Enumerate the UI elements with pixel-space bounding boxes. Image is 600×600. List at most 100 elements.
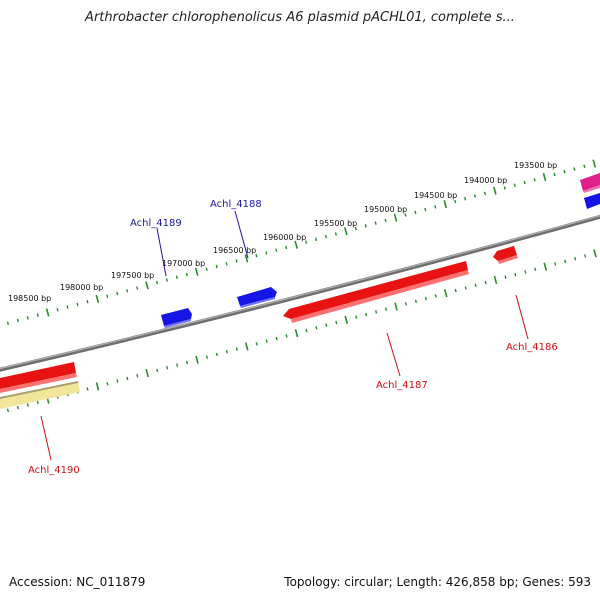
outer-major-tick <box>393 213 398 222</box>
outer-minor-tick <box>364 224 367 228</box>
scale-label-198500: 198500 bp <box>8 294 51 303</box>
gene-achl-4189[interactable] <box>161 308 192 328</box>
label-achl-4190[interactable]: Achl_4190 <box>28 465 80 476</box>
outer-minor-tick <box>454 199 457 204</box>
scale-label-195500: 195500 bp <box>314 219 357 228</box>
outer-minor-tick <box>434 205 437 209</box>
outer-scale-ticks <box>6 159 597 325</box>
plasmid-backbone <box>0 214 600 372</box>
outer-major-tick <box>592 159 597 168</box>
inner-minor-tick <box>384 307 388 311</box>
scale-label-198000: 198000 bp <box>60 283 103 292</box>
leader-achl-4188 <box>234 210 249 259</box>
inner-minor-tick <box>534 267 537 271</box>
inner-minor-tick <box>335 320 338 325</box>
inner-minor-tick <box>554 262 557 266</box>
scale-label-194500: 194500 bp <box>414 191 457 200</box>
inner-major-tick <box>294 329 299 338</box>
inner-major-tick <box>394 302 398 311</box>
inner-minor-tick <box>484 280 487 285</box>
gene-achl-4186[interactable] <box>493 246 518 264</box>
scale-label-194000: 194000 bp <box>464 176 507 185</box>
outer-major-tick <box>244 254 249 263</box>
outer-minor-tick <box>424 207 427 212</box>
inner-minor-tick <box>414 299 417 303</box>
outer-minor-tick <box>225 262 228 266</box>
leader-achl-4187 <box>386 332 401 377</box>
inner-major-tick <box>443 289 448 298</box>
inner-minor-tick <box>185 360 189 365</box>
outer-major-tick <box>443 200 448 209</box>
inner-major-tick <box>195 355 199 364</box>
inner-major-tick <box>344 315 349 324</box>
inner-major-tick <box>244 342 249 351</box>
outer-major-tick <box>194 267 199 276</box>
inner-minor-tick <box>564 259 567 264</box>
inner-minor-tick <box>235 347 238 351</box>
outer-minor-tick <box>136 286 139 290</box>
outer-minor-tick <box>56 308 59 312</box>
outer-minor-tick <box>563 169 566 174</box>
inner-minor-tick <box>584 254 587 258</box>
inner-minor-tick <box>524 270 527 274</box>
topology-summary: Topology: circular; Length: 426,858 bp; … <box>284 575 591 589</box>
inner-minor-tick <box>355 315 358 319</box>
outer-minor-tick <box>473 194 477 198</box>
scale-label-197500: 197500 bp <box>111 271 154 280</box>
scale-label-196500: 196500 bp <box>213 246 256 255</box>
outer-major-tick <box>493 186 497 195</box>
outer-minor-tick <box>503 186 506 190</box>
outer-minor-tick <box>106 294 109 298</box>
leader-achl-4189 <box>156 227 167 277</box>
outer-minor-tick <box>314 237 318 242</box>
inner-minor-tick <box>434 294 437 298</box>
inner-minor-tick <box>404 302 408 306</box>
gene-forward-offscreen[interactable] <box>584 193 600 209</box>
inner-minor-tick <box>285 334 288 338</box>
scale-label-195000: 195000 bp <box>364 205 407 214</box>
outer-minor-tick <box>533 178 536 182</box>
outer-major-tick <box>95 294 100 304</box>
outer-minor-tick <box>414 210 417 214</box>
outer-minor-tick <box>334 232 337 236</box>
inner-major-tick <box>95 382 100 391</box>
outer-minor-tick <box>26 316 29 320</box>
outer-minor-tick <box>86 299 89 304</box>
gene-achl-4190[interactable] <box>0 362 77 393</box>
outer-minor-tick <box>305 240 308 244</box>
inner-minor-tick <box>86 387 89 391</box>
gene-achl-4187[interactable] <box>283 261 469 323</box>
label-achl-4189[interactable]: Achl_4189 <box>130 218 182 229</box>
label-achl-4187[interactable]: Achl_4187 <box>376 380 428 391</box>
inner-minor-tick <box>375 310 378 314</box>
outer-major-tick <box>542 172 547 182</box>
gene-pseudo-offscreen[interactable] <box>0 381 80 409</box>
label-achl-4186[interactable]: Achl_4186 <box>506 342 558 353</box>
inner-minor-tick <box>16 405 19 410</box>
outer-minor-tick <box>513 183 516 187</box>
inner-minor-tick <box>136 374 139 378</box>
inner-minor-tick <box>215 352 218 357</box>
outer-minor-tick <box>6 321 10 325</box>
inner-scale-ticks <box>6 249 597 413</box>
label-achl-4188[interactable]: Achl_4188 <box>210 199 262 210</box>
outer-minor-tick <box>76 302 79 307</box>
inner-minor-tick <box>225 350 228 354</box>
scale-label-193500: 193500 bp <box>514 161 557 170</box>
inner-major-tick <box>593 249 597 258</box>
outer-minor-tick <box>205 267 208 271</box>
outer-minor-tick <box>404 213 407 217</box>
inner-minor-tick <box>474 283 477 287</box>
outer-major-tick <box>45 308 50 317</box>
outer-minor-tick <box>483 191 487 196</box>
plasmid-backbone-highlight <box>0 215 600 370</box>
gene-achl-4188[interactable] <box>237 287 277 308</box>
outer-minor-tick <box>374 221 377 225</box>
inner-minor-tick <box>454 288 457 293</box>
inner-minor-tick <box>255 342 258 346</box>
gene-other-offscreen[interactable] <box>580 173 600 193</box>
inner-minor-tick <box>6 408 10 413</box>
outer-minor-tick <box>553 172 556 177</box>
inner-major-tick <box>543 262 548 271</box>
